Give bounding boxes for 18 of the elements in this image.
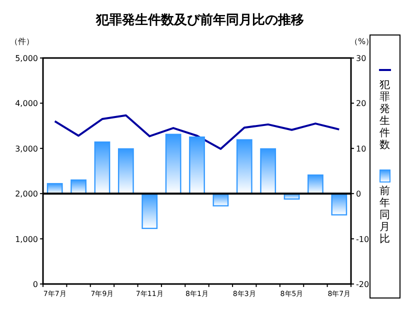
y2-tick-label: 20 — [356, 99, 366, 108]
y2-tick-label: -10 — [356, 234, 370, 244]
y-tick-label: 4,000 — [15, 99, 38, 108]
legend-label: 犯罪発生件数 — [380, 79, 390, 151]
y2-tick-label: 0 — [356, 190, 362, 199]
y-tick-label: 5,000 — [15, 54, 38, 63]
y-tick-label: 0 — [32, 280, 38, 289]
y2-tick-label: -20 — [356, 280, 370, 289]
y2-tick-label: 10 — [356, 144, 366, 154]
y2-tick-label: 30 — [356, 54, 366, 63]
line-series — [54, 114, 340, 150]
chart-title: 犯罪発生件数及び前年同月比の推移 — [95, 13, 304, 28]
y2-axis-title: （%） — [350, 37, 374, 46]
y-tick-label: 2,000 — [15, 190, 38, 199]
legend-label: 前年同月比 — [380, 185, 390, 245]
y-axis-title: （件） — [10, 37, 34, 46]
y-tick-label: 1,000 — [15, 234, 38, 244]
y-tick-label: 3,000 — [15, 144, 38, 154]
